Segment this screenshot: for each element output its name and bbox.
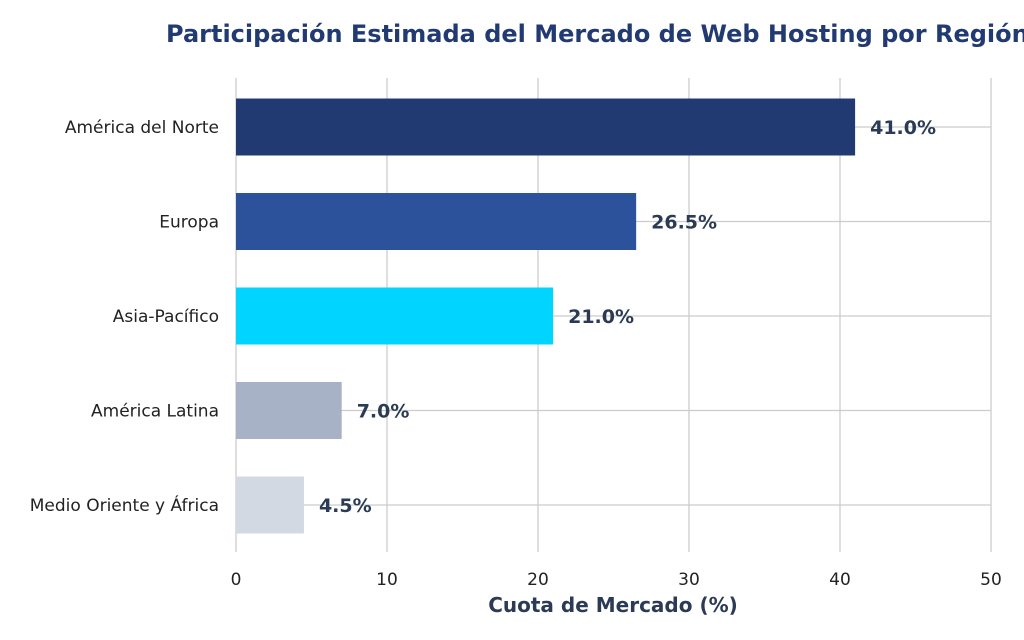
x-tick-labels: 0 10 20 30 40 50	[231, 570, 1002, 590]
y-category-label: Asia-Pacífico	[113, 307, 219, 327]
data-label: 41.0%	[870, 117, 936, 139]
data-label: 21.0%	[568, 306, 634, 328]
bar	[236, 193, 637, 250]
data-label: 26.5%	[651, 212, 717, 234]
y-category-label: Medio Oriente y África	[30, 494, 219, 516]
x-tick-label: 0	[231, 570, 242, 590]
bar	[236, 476, 304, 534]
y-category-label: América Latina	[91, 402, 219, 422]
bar	[236, 98, 856, 156]
x-tick-label: 30	[678, 570, 700, 590]
bars	[236, 98, 856, 534]
bar	[236, 287, 554, 345]
y-category-label: América del Norte	[65, 118, 219, 138]
value-labels: 41.0% 26.5% 21.0% 7.0% 4.5%	[319, 117, 936, 517]
bar	[236, 382, 342, 439]
chart-title: Participación Estimada del Mercado de We…	[166, 20, 1024, 48]
x-tick-label: 10	[376, 570, 398, 590]
data-label: 7.0%	[357, 401, 410, 423]
data-label: 4.5%	[319, 495, 372, 517]
x-tick-label: 20	[527, 570, 549, 590]
category-labels: América del Norte Europa Asia-Pacífico Amér…	[30, 118, 219, 516]
y-category-label: Europa	[159, 213, 219, 233]
x-tick-label: 50	[980, 570, 1002, 590]
x-axis-title: Cuota de Mercado (%)	[488, 593, 738, 617]
x-tick-label: 40	[829, 570, 851, 590]
